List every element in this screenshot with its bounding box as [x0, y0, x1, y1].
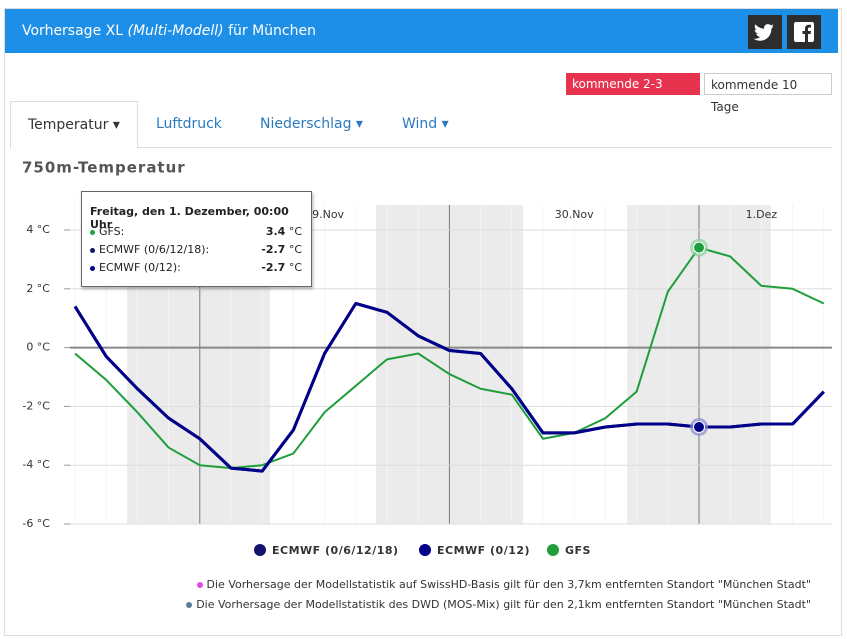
footnote-text: Die Vorhersage der Modellstatistik auf S…: [206, 578, 811, 591]
range-button[interactable]: kommende 10 Tage: [704, 73, 832, 114]
tooltip: Freitag, den 1. Dezember, 00:00 Uhr GFS:…: [81, 191, 312, 287]
tab-label: Niederschlag: [260, 116, 352, 132]
legend-label: ECMWF (0/12): [437, 544, 530, 557]
tooltip-title: Freitag, den 1. Dezember, 00:00 Uhr: [90, 205, 289, 231]
tooltip-label: GFS:: [99, 225, 125, 238]
facebook-icon: [794, 22, 814, 42]
tooltip-unit: °C: [288, 261, 302, 274]
legend-label: ECMWF (0/6/12/18): [272, 544, 399, 557]
tooltip-value: -2.7: [261, 243, 286, 256]
footnote: Die Vorhersage der Modellstatistik des D…: [186, 598, 811, 611]
tooltip-value: 3.4: [265, 225, 286, 238]
twitter-icon: [753, 24, 774, 41]
x-tick-label: 1.Dez: [746, 208, 778, 221]
tab-label: Luftdruck: [156, 116, 222, 132]
tab-label: Temperatur: [28, 117, 109, 133]
x-tick-label: 29.Nov: [305, 208, 344, 221]
legend-marker: [419, 544, 431, 556]
y-tick-label: -4 °C: [22, 458, 50, 471]
tooltip-unit: °C: [288, 225, 302, 238]
y-tick-label: 4 °C: [26, 223, 50, 236]
y-tick-label: -6 °C: [22, 517, 50, 530]
y-tick-label: -2 °C: [22, 399, 50, 412]
range-button-active[interactable]: kommende 2-3 Tage: [566, 73, 700, 113]
y-tick-label: 2 °C: [26, 282, 50, 295]
legend-label: GFS: [565, 544, 591, 557]
twitter-button[interactable]: [748, 15, 782, 49]
subtitle: (Multi-Modell): [127, 23, 224, 39]
tab-active[interactable]: Temperatur ▾: [10, 101, 138, 149]
tab[interactable]: Luftdruck: [156, 101, 222, 147]
x-tick-label: 30.Nov: [555, 208, 594, 221]
title: Vorhersage XL: [22, 23, 124, 39]
tab[interactable]: Niederschlag ▾: [260, 116, 363, 132]
tooltip-row: ECMWF (0/12): -2.7 °C: [90, 261, 302, 279]
tooltip-label: ECMWF (0/6/12/18):: [99, 243, 210, 256]
tooltip-value: -2.7: [261, 261, 286, 274]
y-tick-label: 0 °C: [26, 341, 50, 354]
legend-marker: [254, 544, 266, 556]
tooltip-row: ECMWF (0/6/12/18): -2.7 °C: [90, 243, 302, 261]
hover-marker: [693, 420, 705, 433]
panel: [4, 8, 842, 636]
chart-title: 750m-Temperatur: [22, 159, 186, 177]
tab-label: Wind: [402, 116, 438, 132]
tab[interactable]: Wind ▾: [402, 116, 449, 132]
tab-bar: Temperatur ▾ Luftdruck Niederschlag ▾ Wi…: [10, 101, 832, 149]
tooltip-label: ECMWF (0/12):: [99, 261, 181, 274]
footnote-text: Die Vorhersage der Modellstatistik des D…: [196, 598, 811, 611]
facebook-button[interactable]: [787, 15, 821, 49]
footnote: Die Vorhersage der Modellstatistik auf S…: [196, 578, 811, 591]
hover-marker: [693, 241, 705, 254]
tooltip-unit: °C: [288, 243, 302, 256]
header-title: Vorhersage XL (Multi-Modell) für München: [22, 23, 316, 39]
header-bar: Vorhersage XL (Multi-Modell) für München: [5, 9, 838, 53]
legend-marker: [547, 544, 559, 556]
location: für München: [228, 23, 316, 39]
tooltip-row: GFS: 3.4 °C: [90, 225, 302, 243]
